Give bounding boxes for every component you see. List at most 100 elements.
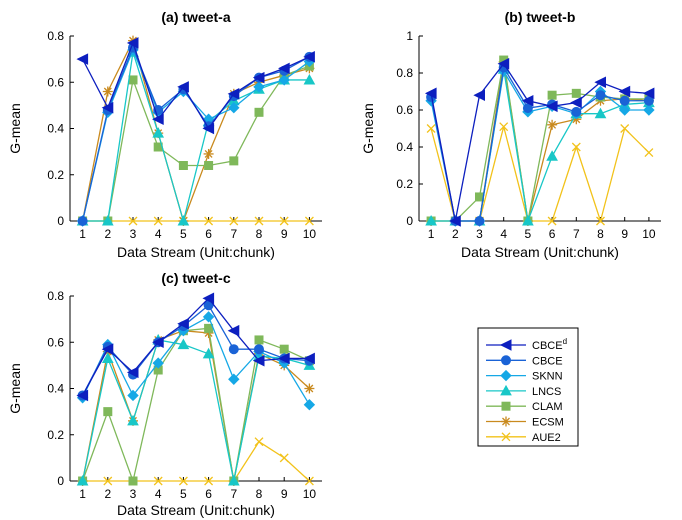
data-point [128,216,138,226]
data-point [304,383,315,394]
data-point [128,476,138,486]
data-point [152,113,164,126]
data-point [303,352,315,365]
series-lncs [76,46,316,226]
x-tick-label: 8 [256,227,263,241]
series-aue2 [78,216,314,226]
data-point [252,71,265,84]
x-tick-label: 7 [230,227,237,241]
series-line [431,61,649,222]
x-tick-label: 1 [79,227,86,241]
data-point [618,104,631,116]
legend-label: LNCS [532,386,561,398]
x-tick-label: 10 [303,487,317,501]
data-point [76,389,89,402]
data-point [204,476,214,486]
y-tick-label: 0.2 [47,168,64,182]
x-tick-label: 10 [303,227,317,241]
series-line [82,41,310,130]
data-point [547,90,557,100]
y-axis-title: G-mean [7,103,23,154]
x-axis-title: Data Stream (Unit:chunk) [461,244,619,260]
data-point [303,51,315,63]
data-point [127,389,139,402]
data-point [253,81,265,93]
y-tick-label: 0.4 [396,140,413,154]
data-point [594,107,607,119]
data-point [229,216,239,226]
x-tick-label: 6 [549,227,556,241]
x-tick-label: 6 [205,487,212,501]
y-tick-label: 1 [406,29,413,43]
x-tick-label: 7 [573,227,580,241]
data-point [278,74,290,86]
data-point [595,90,606,101]
x-tick-label: 6 [205,227,212,241]
data-point [254,335,264,345]
data-point [76,53,89,65]
data-point [228,101,240,114]
data-point [642,87,655,100]
data-point [101,214,114,226]
legend-entry: LNCS [486,384,561,398]
x-tick-label: 2 [452,227,459,241]
data-point [229,156,239,166]
legend-entry: SKNN [486,369,563,383]
legend-label: CLAM [532,401,563,413]
data-point [102,86,113,97]
data-point [202,347,215,359]
data-point [204,323,214,333]
data-point [473,89,485,102]
series-line [82,315,310,406]
data-point [254,344,264,355]
panel-tweet-c: (c) tweet-c 0 0.2 0.4 0.6 0.8 1 2 3 4 5 6 7 8 9 10 Data … [7,270,322,518]
data-point [177,214,190,226]
data-point [254,107,264,117]
x-tick-label: 2 [104,227,111,241]
series-line [430,65,649,222]
x-tick-label: 7 [230,487,237,501]
data-point [547,119,558,130]
x-tick-label: 3 [130,487,137,501]
series-aue2 [78,437,314,486]
legend-superscript: d [563,337,567,346]
data-point [177,317,189,330]
data-point [424,87,437,100]
data-point [202,311,215,323]
x-tick-label: 8 [597,227,604,241]
data-point [76,474,89,486]
data-point [178,161,188,170]
data-point [521,94,534,107]
y-tick-label: 0.8 [47,289,64,303]
x-tick-label: 9 [281,487,288,501]
data-point [594,76,606,89]
series-clam [78,323,314,486]
data-point [426,124,436,133]
data-point [304,476,314,486]
y-tick-label: 0.6 [47,75,64,89]
data-point [497,57,510,70]
series-cbce-d [424,57,655,227]
legend-entry: CBCE [486,355,563,367]
legend-marker [501,401,511,411]
x-axis-title: Data Stream (Unit:chunk) [117,502,275,518]
legend-marker [501,355,511,366]
data-point [126,366,139,379]
data-point [279,344,289,354]
legend: CBCEd CBCE SKNN LNCS CLAM ECSM AUE2 [477,327,579,447]
x-tick-label: 4 [500,227,507,241]
data-point [101,101,114,114]
data-point [178,476,188,486]
series-line [430,62,649,222]
series-line [81,48,310,222]
data-point [619,95,630,106]
data-point [304,216,314,226]
y-tick-label: 0.8 [47,29,64,43]
panel-tweet-a: (a) tweet-a 0 0.2 0.4 0.6 0.8 1 2 3 4 5 6 7 8 9 10 Data … [7,9,322,260]
x-tick-label: 10 [642,227,656,241]
data-point [618,85,631,98]
data-point [77,216,88,226]
legend-marker [500,369,512,382]
data-point [228,373,240,385]
